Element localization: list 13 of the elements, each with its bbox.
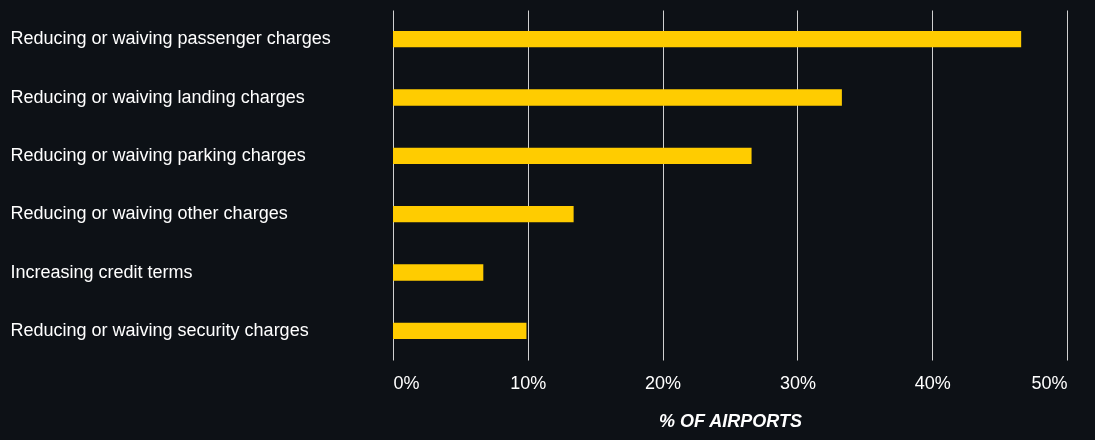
y-tick-label: Reducing or waiving other charges [10, 203, 288, 224]
x-tick-label: 20% [645, 372, 682, 393]
y-tick-label: Reducing or waiving parking charges [10, 144, 306, 165]
x-tick-label: 0% [393, 372, 420, 393]
x-tick-label: 30% [779, 372, 816, 393]
y-tick-label: Reducing or waiving passenger charges [10, 28, 331, 49]
x-axis-title: % OF AIRPORTS [658, 410, 803, 431]
x-tick-label: 10% [510, 372, 547, 393]
x-tick-label: 50% [1031, 372, 1068, 393]
y-tick-label: Reducing or waiving security charges [10, 319, 309, 340]
y-tick-label: Increasing credit terms [10, 261, 193, 282]
x-tick-label: 40% [914, 372, 951, 393]
y-tick-label: Reducing or waiving landing charges [10, 86, 305, 107]
